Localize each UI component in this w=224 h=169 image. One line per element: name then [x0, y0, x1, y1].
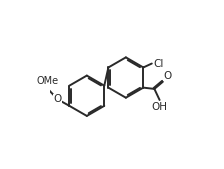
- Text: O: O: [164, 71, 172, 81]
- Text: OH: OH: [152, 102, 168, 112]
- Text: OMe: OMe: [36, 76, 58, 86]
- Text: O: O: [54, 94, 62, 104]
- Text: Cl: Cl: [154, 58, 164, 69]
